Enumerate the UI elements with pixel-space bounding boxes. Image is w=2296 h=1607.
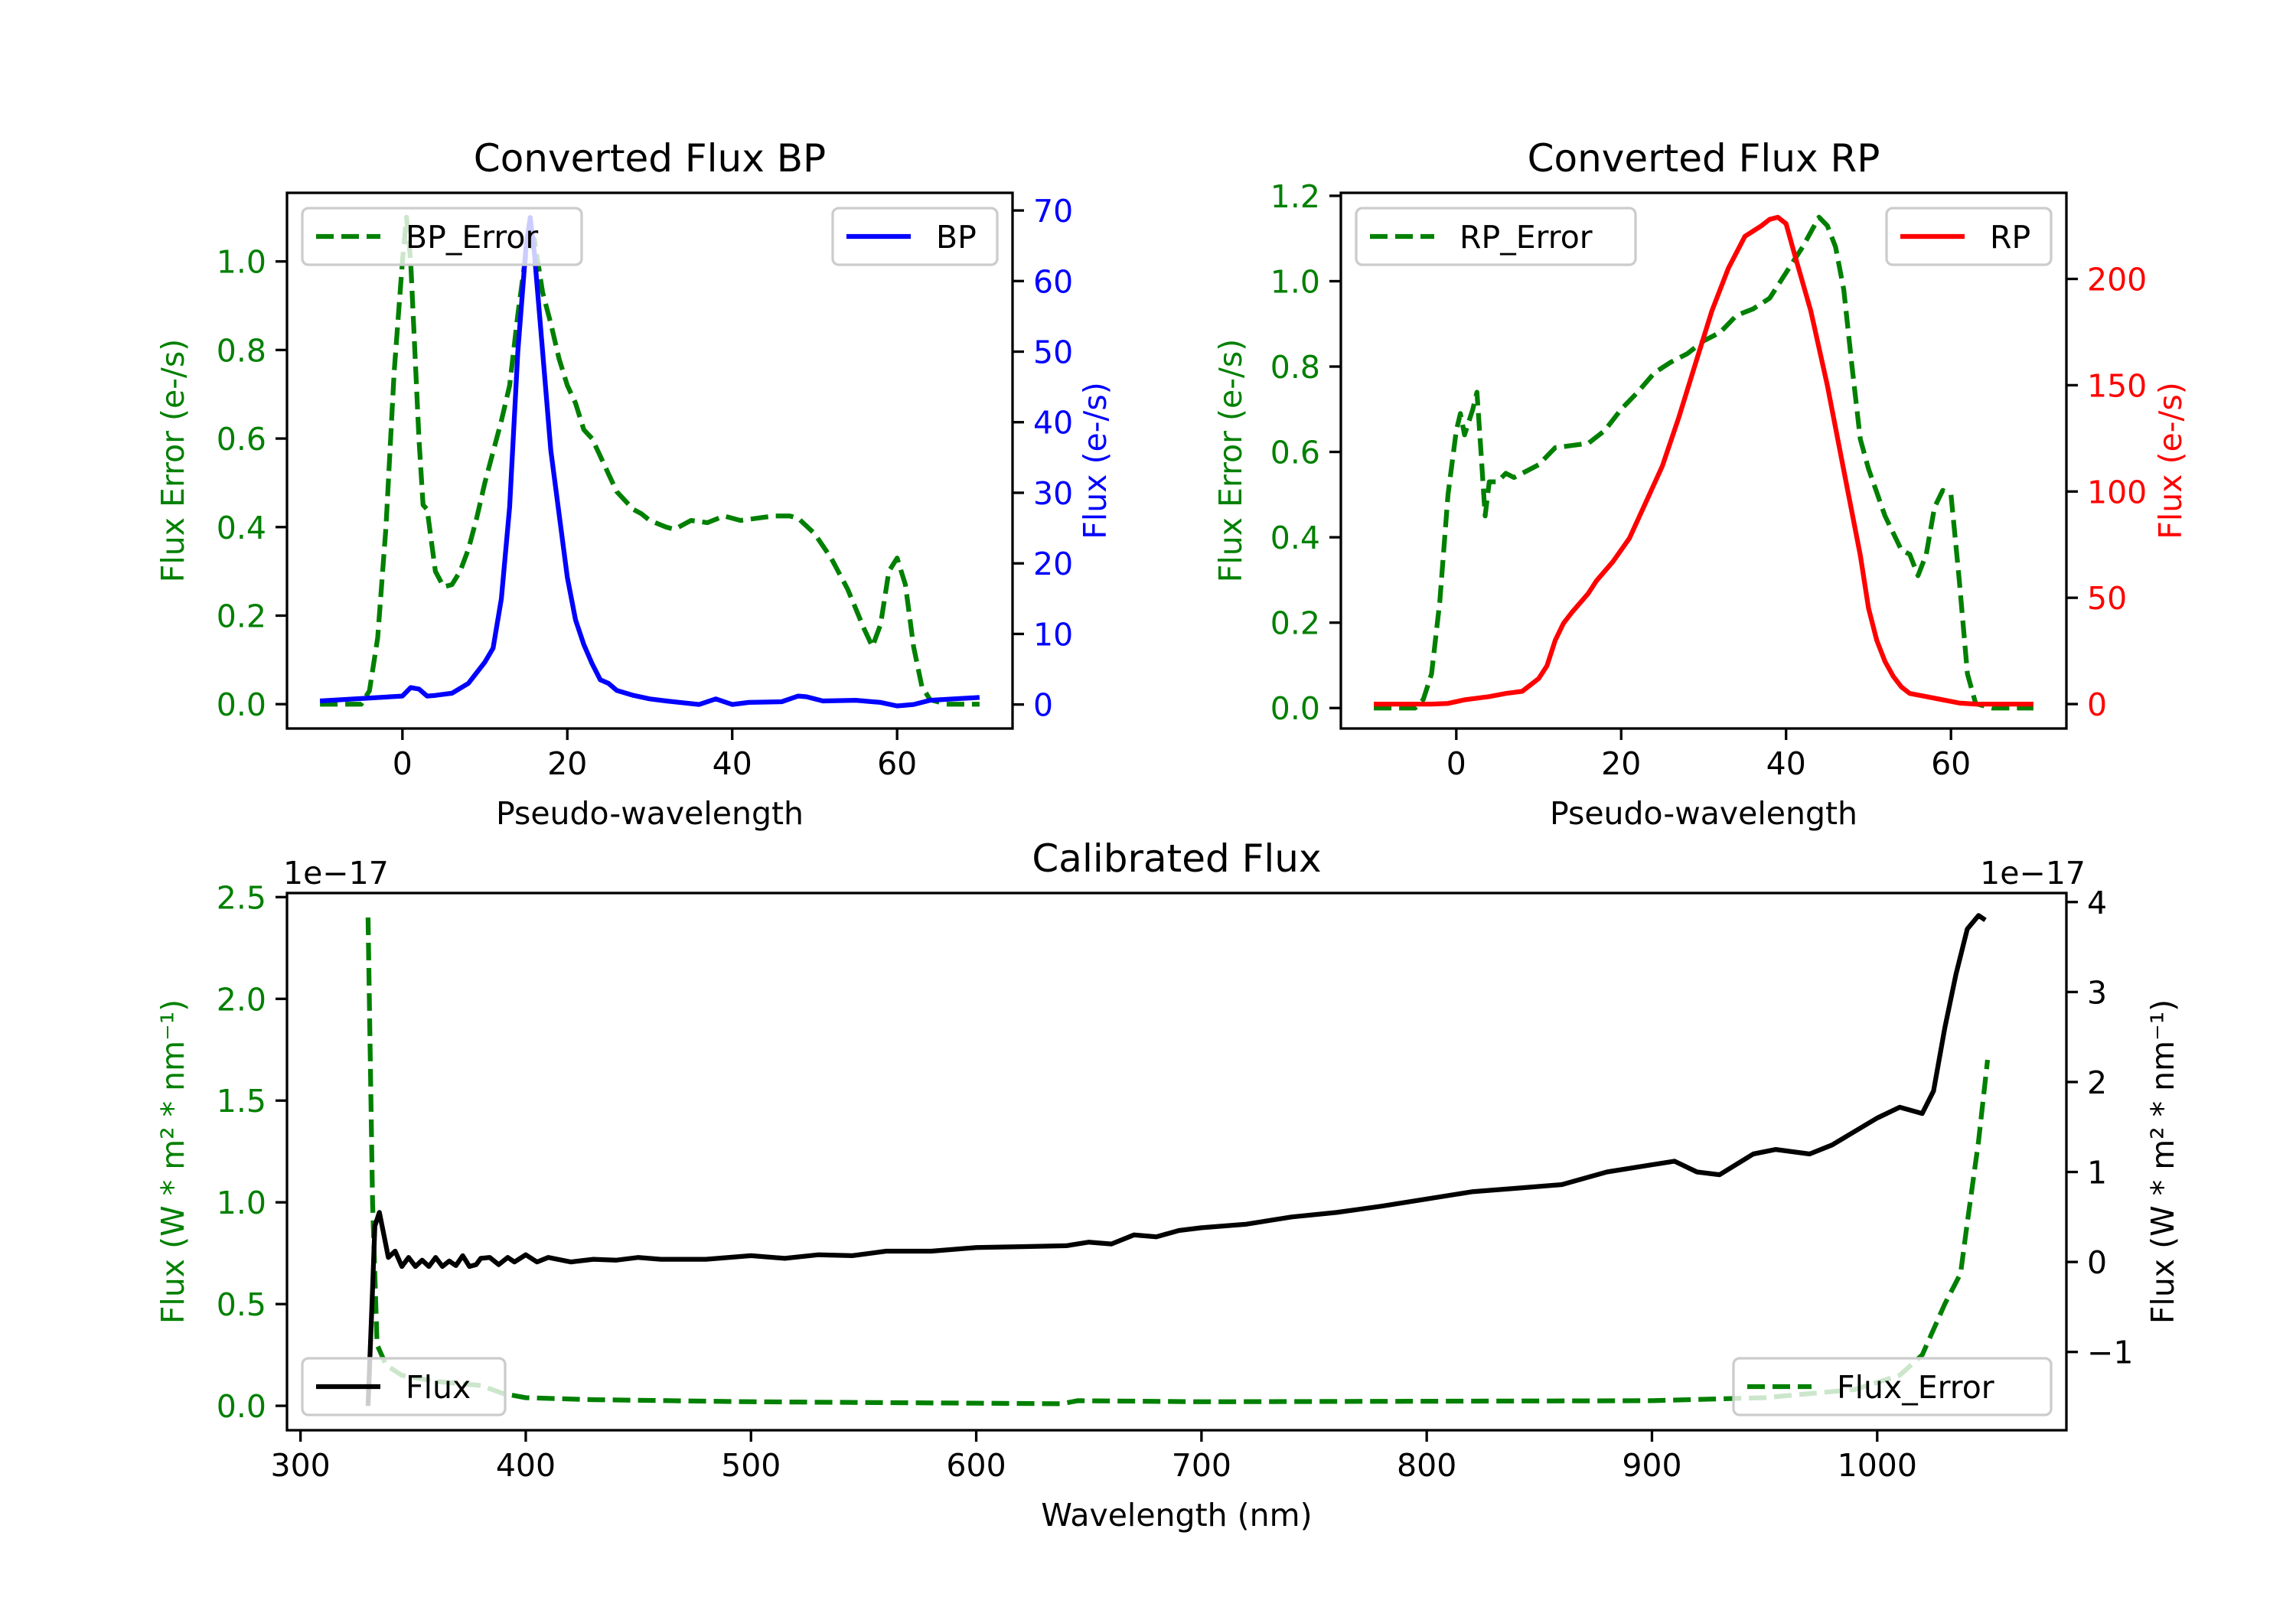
- y-left-tick-label: 2.5: [217, 879, 266, 916]
- x-axis-label: Wavelength (nm): [1041, 1497, 1312, 1534]
- y-left-axis-label: Flux (W * m² * nm⁻¹): [155, 999, 191, 1324]
- y-left-axis-label: Flux Error (e-/s): [155, 339, 191, 582]
- chart-bp: 0 20 40 60 0.0 0.2 0.4 0.6 0.8 1.0 0 10 20 30 40 50 60 70…: [155, 136, 1114, 832]
- legend-bp: BP: [831, 207, 999, 266]
- y-left-tick-label: 2.0: [217, 981, 266, 1018]
- x-tick-label: 60: [1931, 745, 1971, 782]
- x-tick-label: 1000: [1838, 1447, 1917, 1484]
- y-left-tick-label: 0.0: [217, 686, 266, 723]
- legend-flux-error: Flux_Error: [1732, 1357, 2053, 1416]
- legend-box: [301, 1357, 507, 1416]
- y-left-tick-label: 0.0: [217, 1388, 266, 1425]
- y-right-tick-label: 150: [2087, 367, 2147, 404]
- legend-label: BP: [936, 219, 977, 256]
- y-left-tick-label: 0.5: [217, 1286, 266, 1323]
- series-line-rp: [1374, 214, 2033, 707]
- y-left-tick-label: 1.0: [1270, 263, 1320, 300]
- y-left-axis-label: Flux Error (e-/s): [1212, 339, 1249, 582]
- legend-label: BP_Error: [406, 219, 538, 256]
- x-tick-label: 800: [1397, 1447, 1456, 1484]
- y-left-tick-label: 0.6: [1270, 435, 1320, 471]
- x-axis-label: Pseudo-wavelength: [1550, 795, 1857, 832]
- chart-rp: 0 20 40 60 0.0 0.2 0.4 0.6 0.8 1.0 1.2 0 50 100 150 200…: [1212, 136, 2189, 832]
- legend-box: [831, 207, 999, 266]
- y-right-tick-label: 60: [1033, 263, 1073, 300]
- y-right-tick-label: 1: [2087, 1155, 2107, 1191]
- x-axis-label: Pseudo-wavelength: [496, 795, 804, 832]
- y-right-tick-label: 30: [1033, 475, 1073, 512]
- y-left-tick-label: 1.2: [1270, 178, 1320, 215]
- x-tick-label: 20: [1601, 745, 1641, 782]
- legend-label: RP_Error: [1459, 219, 1593, 256]
- y-left-offset-label: 1e−17: [283, 855, 389, 892]
- legend-box: [1885, 207, 2053, 266]
- series-line-bp: [319, 215, 980, 709]
- y-right-tick-label: 50: [1033, 334, 1073, 371]
- y-right-axis-label: Flux (e-/s): [1077, 382, 1114, 539]
- y-left-tick-label: 1.0: [217, 1185, 266, 1221]
- y-left-tick-label: 0.0: [1270, 690, 1320, 727]
- y-right-tick-label: 100: [2087, 474, 2147, 510]
- y-right-tick-label: 3: [2087, 974, 2107, 1011]
- legend-label: Flux: [406, 1369, 471, 1406]
- y-right-tick-label: 0: [1033, 687, 1053, 724]
- chart-title: Calibrated Flux: [1032, 836, 1321, 881]
- y-right-tick-label: 20: [1033, 546, 1073, 582]
- axes-frame: [1339, 191, 2068, 730]
- legend-rp-error: RP_Error: [1355, 207, 1637, 266]
- y-left-tick-label: 0.8: [217, 332, 266, 369]
- y-right-tick-label: 10: [1033, 616, 1073, 653]
- chart-title: Converted Flux BP: [474, 136, 826, 181]
- x-tick-label: 300: [271, 1447, 331, 1484]
- y-right-tick-label: 50: [2087, 580, 2127, 617]
- y-left-tick-label: 1.0: [217, 244, 266, 281]
- legend-label: Flux_Error: [1837, 1369, 1994, 1406]
- y-left-tick-label: 1.5: [217, 1083, 266, 1120]
- y-left-tick-label: 0.8: [1270, 349, 1320, 386]
- y-right-axis-label: Flux (e-/s): [2152, 382, 2189, 539]
- x-tick-label: 20: [547, 745, 587, 782]
- x-tick-label: 40: [1766, 745, 1806, 782]
- x-tick-label: 0: [1446, 745, 1466, 782]
- y-right-tick-label: 4: [2087, 885, 2107, 921]
- legend-flux: Flux: [301, 1357, 507, 1416]
- y-left-tick-label: 0.4: [1270, 520, 1320, 556]
- x-tick-label: 900: [1622, 1447, 1681, 1484]
- y-right-tick-label: 200: [2087, 262, 2147, 298]
- y-left-tick-label: 0.6: [217, 421, 266, 458]
- legend-box: [1355, 207, 1637, 266]
- y-left-tick-label: 0.2: [1270, 605, 1320, 642]
- legend-rp: RP: [1885, 207, 2053, 266]
- x-tick-label: 0: [393, 745, 413, 782]
- legend-box: [301, 207, 583, 266]
- x-tick-label: 40: [713, 745, 752, 782]
- chart-title: Converted Flux RP: [1528, 136, 1880, 181]
- y-right-tick-label: −1: [2087, 1335, 2133, 1371]
- y-right-tick-label: 40: [1033, 405, 1073, 442]
- y-left-tick-label: 0.4: [217, 510, 266, 546]
- chart-calibrated-flux: 300 400 500 600 700 800 900 1000 0.0 0.5 1.0 1.5 2.0…: [155, 836, 2181, 1534]
- y-right-tick-label: 2: [2087, 1064, 2107, 1101]
- y-right-tick-label: 70: [1033, 193, 1073, 230]
- series-line-bp-error: [320, 214, 980, 707]
- series-line-flux: [365, 913, 1987, 1407]
- series-line-rp-error: [1374, 214, 2033, 711]
- legend-label: RP: [1990, 219, 2030, 256]
- legend-bp-error: BP_Error: [301, 207, 583, 266]
- x-tick-label: 500: [721, 1447, 781, 1484]
- x-tick-label: 700: [1172, 1447, 1231, 1484]
- y-right-axis-label: Flux (W * m² * nm⁻¹): [2144, 999, 2181, 1324]
- x-tick-label: 60: [877, 745, 917, 782]
- x-tick-label: 600: [946, 1447, 1006, 1484]
- legend-box: [1732, 1357, 2053, 1416]
- y-right-offset-label: 1e−17: [1980, 855, 2086, 892]
- y-left-tick-label: 0.2: [217, 598, 266, 634]
- y-right-tick-label: 0: [2087, 686, 2107, 723]
- axes-frame: [285, 892, 2068, 1432]
- axes-frame: [285, 191, 1014, 730]
- x-tick-label: 400: [496, 1447, 556, 1484]
- y-right-tick-label: 0: [2087, 1244, 2107, 1281]
